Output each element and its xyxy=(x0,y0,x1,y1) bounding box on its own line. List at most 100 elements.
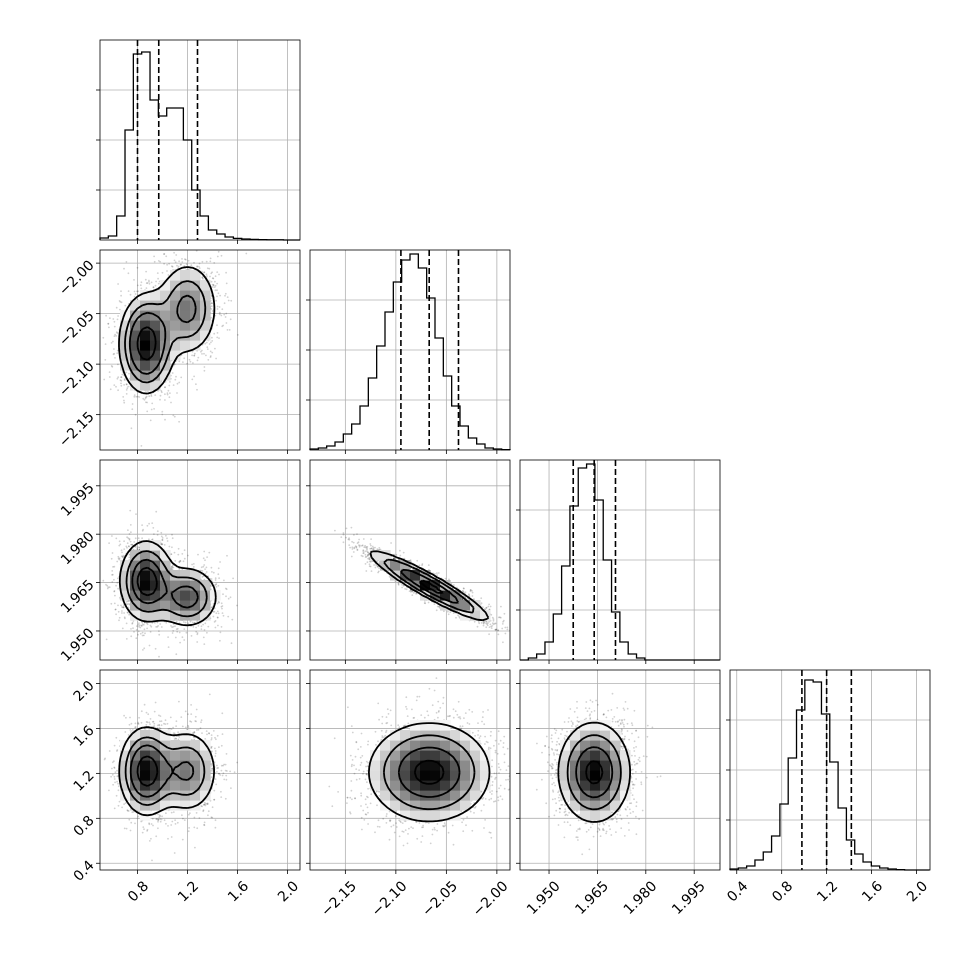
scatter-point xyxy=(149,631,152,633)
scatter-point xyxy=(114,608,117,611)
scatter-point xyxy=(164,386,166,388)
scatter-point xyxy=(160,380,163,383)
scatter-point xyxy=(172,630,175,632)
scatter-point xyxy=(126,603,129,605)
scatter-point xyxy=(170,568,173,570)
scatter-point xyxy=(182,621,185,623)
scatter-point xyxy=(139,626,142,629)
density-cell xyxy=(120,320,131,331)
scatter-point xyxy=(145,401,147,404)
scatter-point xyxy=(245,252,248,255)
scatter-point xyxy=(115,335,118,337)
scatter-point xyxy=(183,265,186,267)
scatter-point xyxy=(136,290,138,293)
scatter-point xyxy=(134,293,137,295)
scatter-point xyxy=(225,322,228,324)
scatter-point xyxy=(129,293,132,296)
scatter-point xyxy=(151,522,154,524)
scatter-point xyxy=(224,292,227,295)
density-cell xyxy=(140,360,151,371)
scatter-point xyxy=(198,265,200,268)
histogram-panel-1 xyxy=(306,249,511,454)
scatter-point xyxy=(167,274,170,276)
scatter-point xyxy=(127,606,130,609)
scatter-point xyxy=(195,211,197,213)
scatter-point xyxy=(108,326,110,329)
scatter-point xyxy=(120,290,122,293)
scatter-point xyxy=(216,271,219,273)
scatter-point xyxy=(205,341,208,344)
density-panel-1-0 xyxy=(96,211,301,454)
scatter-point xyxy=(179,641,182,644)
scatter-point xyxy=(145,396,147,399)
scatter-point xyxy=(126,546,128,549)
scatter-point xyxy=(123,612,125,614)
scatter-point xyxy=(216,324,218,327)
scatter-point xyxy=(168,545,171,548)
scatter-point xyxy=(128,613,131,616)
scatter-point xyxy=(211,286,214,288)
scatter-point xyxy=(208,343,211,345)
scatter-point xyxy=(136,395,139,398)
scatter-point xyxy=(175,653,178,656)
scatter-point xyxy=(224,294,226,297)
scatter-point xyxy=(124,304,127,307)
scatter-point xyxy=(143,398,146,401)
scatter-point xyxy=(111,573,114,576)
scatter-point xyxy=(211,571,213,573)
scatter-point xyxy=(112,340,114,343)
scatter-point xyxy=(196,266,199,268)
scatter-point xyxy=(145,270,148,273)
scatter-point xyxy=(196,265,199,268)
density-cell xyxy=(180,330,191,341)
scatter-point xyxy=(156,272,159,274)
scatter-point xyxy=(122,554,125,557)
scatter-point xyxy=(171,265,173,268)
scatter-point xyxy=(121,627,124,630)
scatter-point xyxy=(128,537,131,540)
histogram-panel-0 xyxy=(96,39,301,244)
scatter-point xyxy=(113,565,116,568)
scatter-point xyxy=(223,302,226,305)
scatter-point xyxy=(181,568,184,571)
scatter-point xyxy=(126,536,128,539)
scatter-point xyxy=(178,631,181,634)
scatter-point xyxy=(152,527,155,529)
scatter-point xyxy=(185,263,188,266)
density-cell xyxy=(130,320,141,331)
scatter-point xyxy=(171,372,174,374)
scatter-point xyxy=(202,636,205,639)
scatter-point xyxy=(149,624,152,627)
scatter-point xyxy=(192,626,195,628)
scatter-point xyxy=(156,626,159,628)
scatter-point xyxy=(128,553,131,556)
scatter-point xyxy=(144,397,147,400)
scatter-point xyxy=(138,622,140,625)
density-cell xyxy=(150,290,161,301)
scatter-point xyxy=(197,247,199,249)
contour-level-1 xyxy=(128,294,197,375)
density-cell xyxy=(200,280,211,291)
scatter-point xyxy=(163,253,165,256)
scatter-point xyxy=(193,375,196,378)
density-cell xyxy=(180,340,191,351)
scatter-point xyxy=(158,655,160,658)
scatter-point xyxy=(121,606,123,608)
scatter-point xyxy=(216,255,219,258)
scatter-point xyxy=(214,275,217,278)
scatter-point xyxy=(127,545,130,547)
scatter-point xyxy=(145,282,148,284)
scatter-point xyxy=(209,257,212,260)
scatter-point xyxy=(120,301,123,304)
scatter-point xyxy=(166,263,169,266)
scatter-point xyxy=(171,533,173,536)
scatter-point xyxy=(210,578,213,580)
scatter-point xyxy=(133,631,135,633)
scatter-point xyxy=(145,395,148,398)
scatter-point xyxy=(195,626,198,629)
scatter-point xyxy=(176,392,178,394)
scatter-point xyxy=(210,302,213,305)
scatter-point xyxy=(120,555,123,558)
scatter-point xyxy=(102,336,105,339)
density-cell xyxy=(160,280,171,291)
